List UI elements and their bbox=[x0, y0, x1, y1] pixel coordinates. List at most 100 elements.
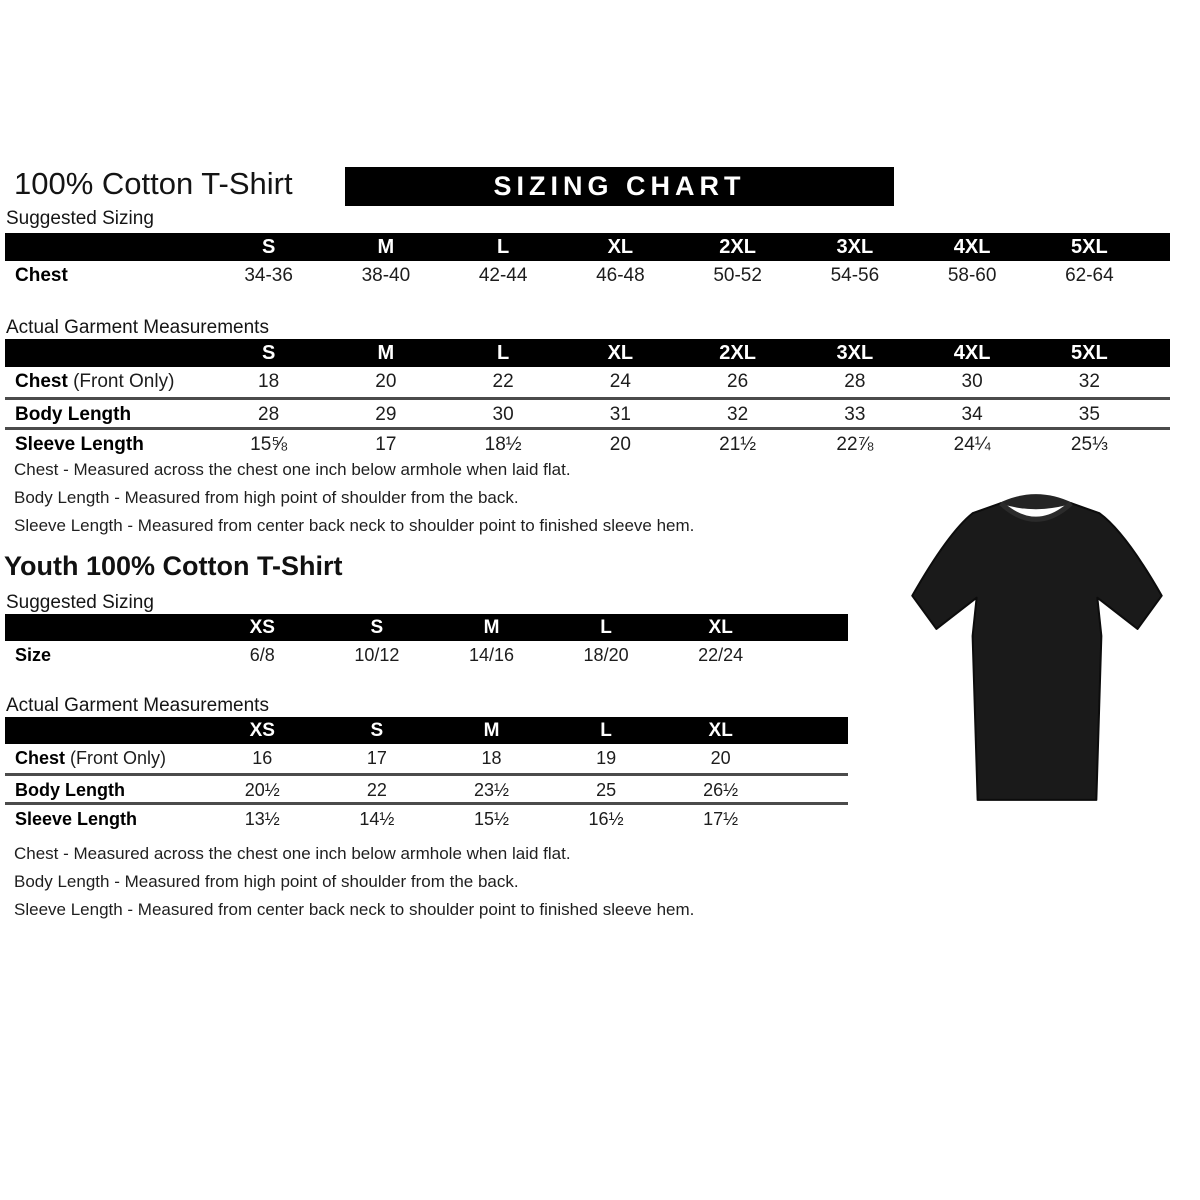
adult-suggested-table: S M L XL 2XL 3XL 4XL 5XL Chest 34-36 38-40 42-44 46-… bbox=[5, 233, 1170, 291]
measurement-cell: 16 bbox=[252, 748, 273, 768]
measurement-row: Sleeve Length 13½ 14½ 15½ 16½ 17½ bbox=[5, 802, 848, 831]
measurement-cell: 30 bbox=[961, 371, 983, 392]
measurement-cell: 18 bbox=[258, 371, 280, 392]
tshirt-neckband bbox=[999, 501, 1073, 522]
tshirt-back-collar bbox=[998, 494, 1074, 510]
measurement-cell: 20 bbox=[609, 434, 631, 455]
size-column-header: 5XL bbox=[1071, 236, 1108, 258]
measurement-cell: 20 bbox=[375, 371, 397, 392]
measurement-cell: 10/12 bbox=[354, 645, 400, 665]
size-column-header: L bbox=[600, 720, 612, 741]
youth-suggested-table: XS S M L XL Size 6/8 10/12 14/16 18/20 22/24 bbox=[5, 614, 848, 670]
measurement-cell: 26 bbox=[727, 371, 749, 392]
youth-actual-table: XS S M L XL Chest (Front Only) 16 17 18 19 20 Body … bbox=[5, 717, 848, 831]
measurement-row: Chest (Front Only) 18 20 22 24 26 28 30 32 bbox=[5, 367, 1170, 397]
size-column-header: XL bbox=[607, 236, 634, 258]
measurement-row: Body Length 28 29 30 31 32 33 34 35 bbox=[5, 397, 1170, 427]
youth-actual-heading: Actual Garment Measurements bbox=[6, 695, 269, 716]
youth-title: Youth 100% Cotton T-Shirt bbox=[4, 551, 343, 581]
measurement-cell: 13½ bbox=[244, 809, 280, 829]
size-header-row: S M L XL 2XL 3XL 4XL 5XL bbox=[5, 339, 1170, 367]
measurement-cell: 30 bbox=[492, 404, 514, 425]
measurement-cell: 16½ bbox=[588, 809, 624, 829]
size-column-header: S bbox=[261, 342, 276, 364]
size-column-header: S bbox=[370, 720, 384, 741]
measurement-cell: 54-56 bbox=[830, 265, 880, 286]
size-column-header: M bbox=[483, 720, 500, 741]
measurement-cell: 38-40 bbox=[361, 265, 411, 286]
header-label-spacer bbox=[5, 717, 205, 744]
youth-suggested-heading: Suggested Sizing bbox=[6, 592, 154, 613]
measurement-cell: 17 bbox=[366, 748, 387, 768]
youth-note-sleeve-length: Sleeve Length - Measured from center bac… bbox=[14, 900, 695, 919]
row-label: Size bbox=[15, 645, 52, 665]
row-label: Body Length bbox=[15, 780, 125, 800]
youth-note-chest: Chest - Measured across the chest one in… bbox=[14, 844, 571, 863]
measurement-cell: 23½ bbox=[473, 780, 509, 800]
size-column-header: 2XL bbox=[719, 236, 756, 258]
sizing-chart-banner: SIZING CHART bbox=[345, 167, 894, 206]
size-column-header: XS bbox=[249, 617, 275, 638]
row-label: Chest (Front Only) bbox=[15, 371, 175, 392]
row-label: Sleeve Length bbox=[15, 434, 144, 455]
measurement-cell: 6/8 bbox=[249, 645, 275, 665]
black-tshirt-image bbox=[911, 494, 1163, 801]
header-label-spacer bbox=[5, 233, 210, 261]
measurement-cell: 33 bbox=[844, 404, 866, 425]
measurement-cell: 19 bbox=[596, 748, 617, 768]
size-column-header: 4XL bbox=[953, 342, 991, 364]
measurement-cell: 14½ bbox=[359, 809, 395, 829]
measurement-cell: 24¼ bbox=[953, 434, 991, 455]
size-column-header: 5XL bbox=[1071, 342, 1108, 364]
tshirt-body bbox=[911, 502, 1163, 801]
size-column-header: XS bbox=[249, 720, 275, 741]
measurement-cell: 20 bbox=[710, 748, 731, 768]
adult-note-body-length: Body Length - Measured from high point o… bbox=[14, 488, 519, 507]
measurement-cell: 15½ bbox=[473, 809, 509, 829]
measurement-cell: 58-60 bbox=[947, 265, 997, 286]
measurement-cell: 22/24 bbox=[698, 645, 744, 665]
measurement-cell: 18 bbox=[481, 748, 502, 768]
youth-note-body-length: Body Length - Measured from high point o… bbox=[14, 872, 519, 891]
measurement-row: Chest 34-36 38-40 42-44 46-48 50-52 54-56 58-60… bbox=[5, 261, 1170, 291]
measurement-cell: 17½ bbox=[703, 809, 739, 829]
measurement-cell: 34 bbox=[961, 404, 983, 425]
size-header-row: S M L XL 2XL 3XL 4XL 5XL bbox=[5, 233, 1170, 261]
size-column-header: 3XL bbox=[836, 342, 874, 364]
measurement-cell: 25⅓ bbox=[1070, 434, 1108, 455]
size-column-header: S bbox=[370, 617, 384, 638]
sizing-chart-banner-label: SIZING CHART bbox=[493, 171, 746, 201]
measurement-cell: 42-44 bbox=[478, 265, 528, 286]
size-column-header: M bbox=[377, 342, 395, 364]
adult-actual-heading: Actual Garment Measurements bbox=[6, 317, 269, 338]
measurement-row: Sleeve Length 15⅝ 17 18½ 20 21½ 22⅞ 24¼ 25⅓ bbox=[5, 427, 1170, 457]
measurement-cell: 46-48 bbox=[596, 265, 645, 286]
measurement-cell: 32 bbox=[1078, 371, 1100, 392]
measurement-row: Size 6/8 10/12 14/16 18/20 22/24 bbox=[5, 641, 848, 670]
size-header-row: XS S M L XL bbox=[5, 614, 848, 641]
adult-note-sleeve-length: Sleeve Length - Measured from center bac… bbox=[14, 516, 695, 535]
size-column-header: 4XL bbox=[953, 236, 991, 258]
measurement-cell: 22 bbox=[492, 371, 514, 392]
measurement-row: Body Length 20½ 22 23½ 25 26½ bbox=[5, 773, 848, 802]
measurement-cell: 29 bbox=[375, 404, 397, 425]
measurement-cell: 21½ bbox=[719, 434, 757, 455]
row-label: Chest (Front Only) bbox=[15, 748, 167, 768]
measurement-row: Chest (Front Only) 16 17 18 19 20 bbox=[5, 744, 848, 773]
row-label: Chest bbox=[15, 265, 68, 286]
size-column-header: L bbox=[600, 617, 612, 638]
measurement-cell: 17 bbox=[375, 434, 397, 455]
size-header-row: XS S M L XL bbox=[5, 717, 848, 744]
adult-actual-table: S M L XL 2XL 3XL 4XL 5XL Chest (Front Only) 18 20 2… bbox=[5, 339, 1170, 457]
measurement-cell: 31 bbox=[609, 404, 631, 425]
measurement-cell: 14/16 bbox=[468, 645, 514, 665]
size-column-header: M bbox=[483, 617, 500, 638]
size-column-header: XL bbox=[708, 720, 733, 741]
header-label-spacer bbox=[5, 339, 210, 367]
adult-note-chest: Chest - Measured across the chest one in… bbox=[14, 460, 571, 479]
measurement-cell: 28 bbox=[844, 371, 866, 392]
size-column-header: 2XL bbox=[719, 342, 756, 364]
measurement-cell: 28 bbox=[258, 404, 280, 425]
size-column-header: L bbox=[497, 236, 510, 258]
